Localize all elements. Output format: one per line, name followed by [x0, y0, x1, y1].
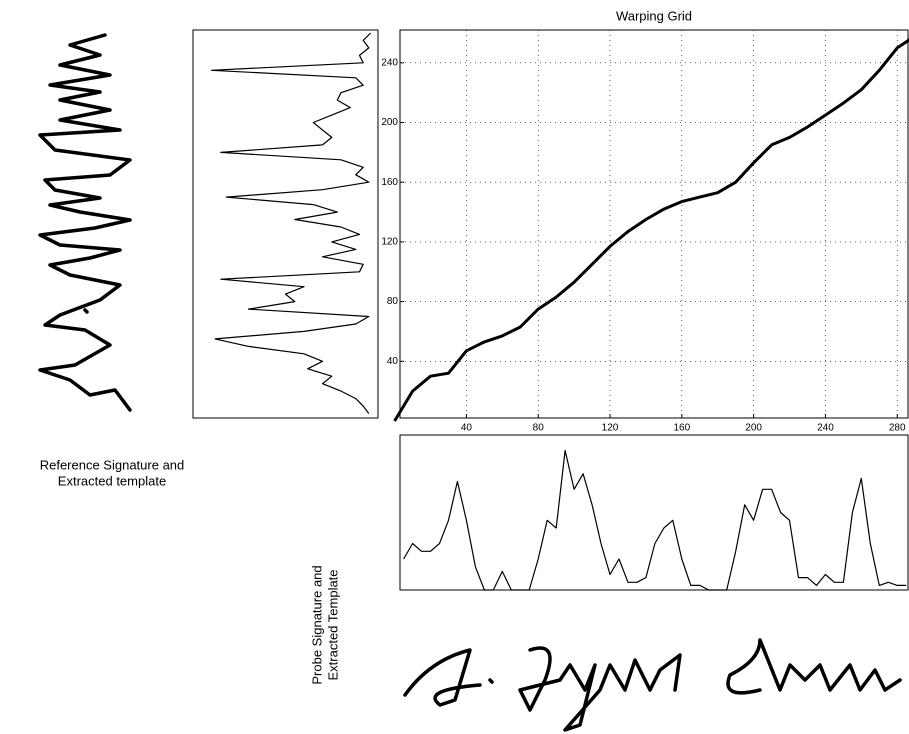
- reference-signature: [38, 33, 132, 412]
- data-line: [210, 32, 372, 414]
- x-tick-label: 40: [461, 423, 473, 434]
- data-line: [393, 38, 909, 422]
- caption-line: Probe Signature and: [309, 565, 324, 684]
- x-tick-label: 160: [673, 423, 690, 434]
- caption-line: Extracted template: [58, 473, 166, 488]
- x-tick-label: 280: [889, 423, 906, 434]
- data-line: [403, 449, 907, 591]
- y-tick-label: 240: [381, 57, 398, 68]
- x-tick-label: 80: [533, 423, 545, 434]
- caption-line: Extracted Template: [325, 569, 340, 680]
- caption-line: Reference Signature and: [40, 457, 185, 472]
- y-tick-label: 40: [387, 356, 399, 367]
- reference-frame: [192, 29, 379, 419]
- x-tick-label: 120: [602, 423, 619, 434]
- x-tick-label: 200: [745, 423, 762, 434]
- y-tick-label: 80: [387, 296, 399, 307]
- chart-title: Warping Grid: [616, 8, 692, 23]
- probe-frame: [399, 434, 909, 591]
- y-tick-label: 120: [381, 237, 398, 248]
- x-tick-label: 240: [817, 423, 834, 434]
- grid-frame: [399, 29, 909, 419]
- y-tick-label: 200: [381, 117, 398, 128]
- y-tick-label: 160: [381, 177, 398, 188]
- probe-signature: [403, 638, 902, 732]
